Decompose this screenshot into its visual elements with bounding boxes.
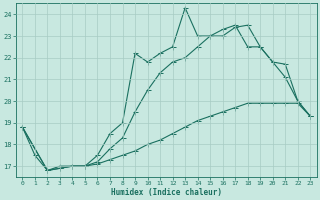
X-axis label: Humidex (Indice chaleur): Humidex (Indice chaleur) [111, 188, 222, 197]
